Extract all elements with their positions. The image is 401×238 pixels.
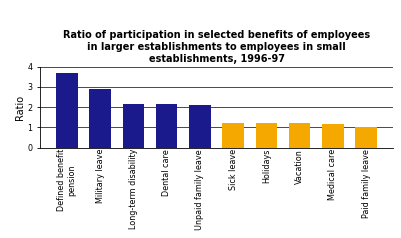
- Bar: [223, 123, 244, 148]
- Bar: [89, 89, 111, 148]
- Bar: [322, 124, 344, 148]
- Bar: [189, 105, 211, 148]
- Bar: [355, 127, 377, 148]
- Bar: [289, 123, 310, 148]
- Bar: [255, 123, 277, 148]
- Title: Ratio of participation in selected benefits of employees
in larger establishment: Ratio of participation in selected benef…: [63, 30, 370, 64]
- Bar: [123, 104, 144, 148]
- Y-axis label: Ratio: Ratio: [14, 94, 24, 120]
- Bar: [56, 73, 78, 148]
- Bar: [156, 104, 178, 148]
